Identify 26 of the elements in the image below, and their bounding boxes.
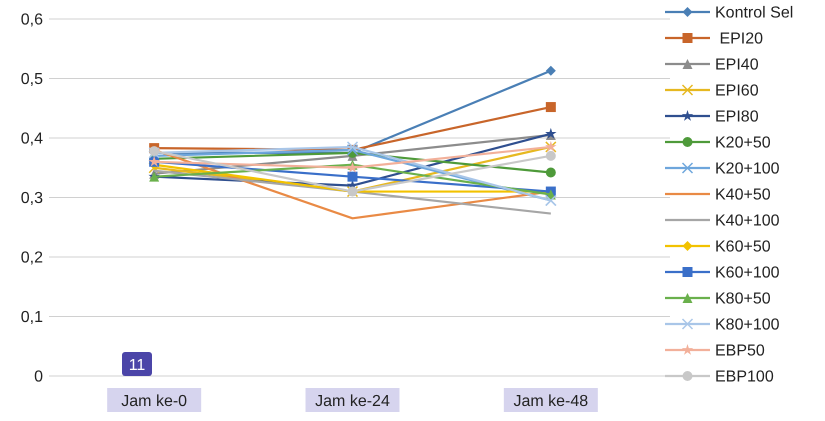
legend-label: K80+50 [715,290,771,308]
legend-label: K20+100 [715,160,780,178]
legend-label: EPI60 [715,82,759,100]
legend-label: K80+100 [715,316,780,334]
legend-label: EPI40 [715,56,759,74]
y-tick-label: 0,2 [20,250,44,267]
legend-label: EPI20 [715,30,764,48]
y-tick-label: 0 [34,368,44,386]
legend-label: K60+100 [715,264,780,282]
x-tick-label: Jam ke-24 [315,393,390,410]
annotation: 11 [128,357,146,374]
y-tick-label: 0,5 [20,71,44,88]
legend-label: K60+50 [715,238,771,256]
legend-label: K20+50 [715,134,771,152]
y-tick-label: 0,3 [20,190,44,208]
y-tick-label: 0,6 [20,12,44,29]
y-tick-label: 0,1 [20,309,44,326]
x-tick-label: Jam ke-48 [513,393,588,410]
legend-label: EBP100 [715,368,774,386]
x-tick-label: Jam ke-0 [121,393,188,410]
legend-label: K40+50 [715,186,771,204]
legend-label: EPI80 [715,108,759,126]
legend-label: K40+100 [715,212,780,230]
y-tick-label: 0,4 [20,130,44,148]
legend-label: Kontrol Sel [715,4,794,22]
legend-label: EBP50 [715,342,765,360]
